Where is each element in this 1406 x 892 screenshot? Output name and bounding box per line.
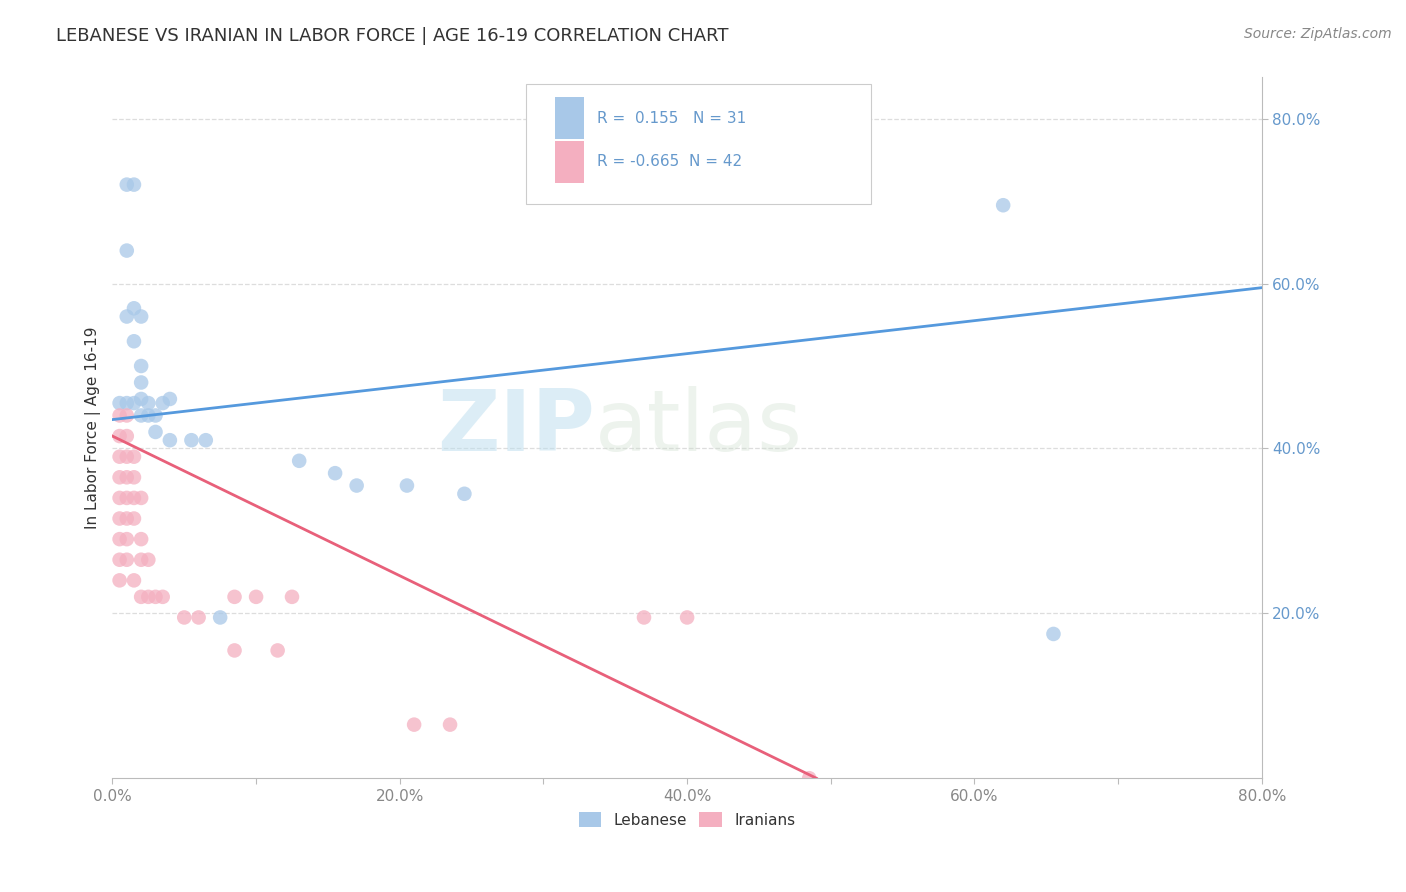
- Point: [799, 771, 821, 785]
- Point: [115, 450, 138, 464]
- Point: [145, 409, 167, 423]
- Point: [122, 450, 145, 464]
- FancyBboxPatch shape: [555, 141, 583, 183]
- Point: [115, 409, 138, 423]
- Point: [404, 717, 426, 731]
- Y-axis label: In Labor Force | Age 16-19: In Labor Force | Age 16-19: [86, 326, 101, 529]
- Text: atlas: atlas: [595, 386, 803, 469]
- Point: [108, 396, 131, 410]
- Point: [115, 178, 138, 192]
- Point: [633, 610, 655, 624]
- Point: [224, 590, 246, 604]
- Point: [129, 310, 152, 324]
- Point: [115, 429, 138, 443]
- Point: [115, 553, 138, 567]
- Point: [180, 433, 202, 447]
- Point: [108, 450, 131, 464]
- Point: [173, 610, 195, 624]
- Point: [122, 301, 145, 316]
- Point: [129, 392, 152, 406]
- Point: [159, 392, 181, 406]
- Point: [136, 590, 159, 604]
- Point: [129, 409, 152, 423]
- Point: [122, 491, 145, 505]
- Point: [122, 334, 145, 349]
- Point: [209, 610, 232, 624]
- Legend: Lebanese, Iranians: Lebanese, Iranians: [572, 805, 801, 834]
- Point: [115, 511, 138, 525]
- Point: [122, 574, 145, 588]
- Point: [453, 487, 475, 501]
- Point: [145, 425, 167, 439]
- Point: [136, 553, 159, 567]
- FancyBboxPatch shape: [526, 85, 870, 203]
- Point: [152, 590, 174, 604]
- Point: [108, 409, 131, 423]
- Point: [115, 310, 138, 324]
- Point: [108, 532, 131, 546]
- Point: [266, 643, 288, 657]
- Point: [108, 470, 131, 484]
- Point: [108, 511, 131, 525]
- Point: [159, 433, 181, 447]
- Point: [991, 198, 1014, 212]
- Point: [115, 532, 138, 546]
- Point: [1042, 627, 1064, 641]
- Point: [108, 429, 131, 443]
- Point: [288, 454, 311, 468]
- Point: [115, 470, 138, 484]
- Point: [323, 466, 346, 480]
- Point: [187, 610, 209, 624]
- Text: R = -0.665  N = 42: R = -0.665 N = 42: [598, 154, 742, 169]
- Text: LEBANESE VS IRANIAN IN LABOR FORCE | AGE 16-19 CORRELATION CHART: LEBANESE VS IRANIAN IN LABOR FORCE | AGE…: [56, 27, 728, 45]
- Point: [136, 396, 159, 410]
- Point: [129, 553, 152, 567]
- Text: Source: ZipAtlas.com: Source: ZipAtlas.com: [1244, 27, 1392, 41]
- Point: [129, 359, 152, 373]
- Point: [129, 532, 152, 546]
- Point: [122, 178, 145, 192]
- Point: [115, 244, 138, 258]
- Text: R =  0.155   N = 31: R = 0.155 N = 31: [598, 111, 747, 126]
- Point: [122, 470, 145, 484]
- Point: [281, 590, 304, 604]
- Point: [194, 433, 217, 447]
- Point: [245, 590, 267, 604]
- Point: [129, 376, 152, 390]
- Point: [108, 491, 131, 505]
- Point: [395, 478, 418, 492]
- Point: [108, 553, 131, 567]
- Point: [115, 396, 138, 410]
- Point: [115, 491, 138, 505]
- Point: [676, 610, 699, 624]
- Point: [346, 478, 368, 492]
- Point: [439, 717, 461, 731]
- Text: ZIP: ZIP: [437, 386, 595, 469]
- Point: [136, 409, 159, 423]
- Point: [129, 590, 152, 604]
- Point: [152, 396, 174, 410]
- Point: [129, 491, 152, 505]
- FancyBboxPatch shape: [555, 97, 583, 139]
- Point: [224, 643, 246, 657]
- Point: [122, 396, 145, 410]
- Point: [145, 590, 167, 604]
- Point: [108, 574, 131, 588]
- Point: [122, 511, 145, 525]
